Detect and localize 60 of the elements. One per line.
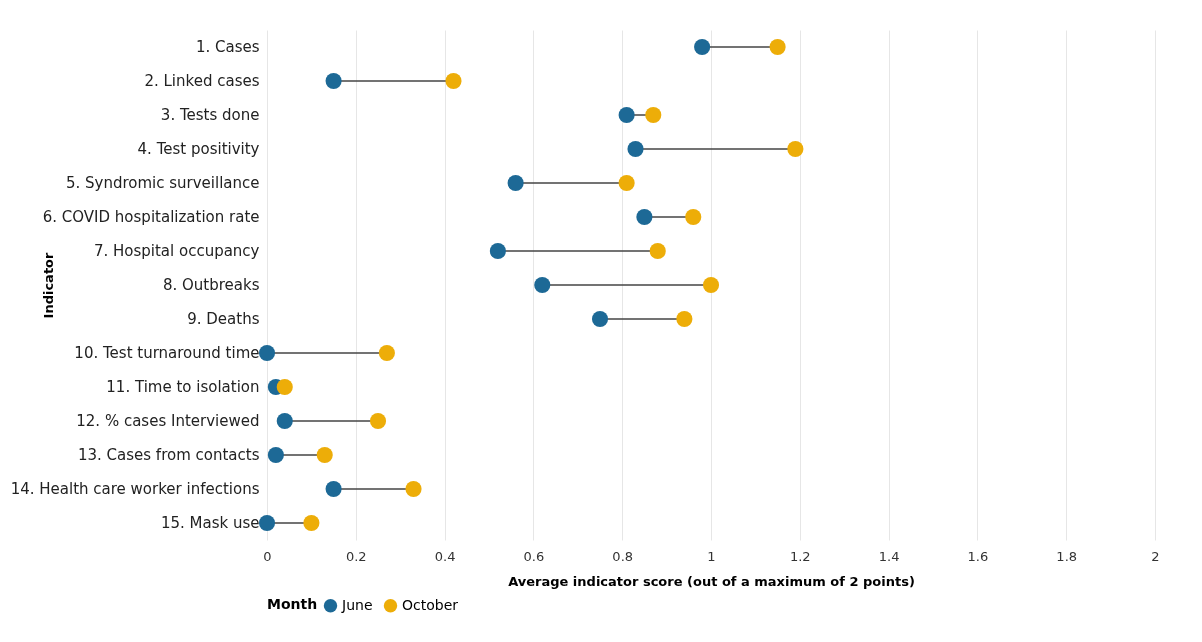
legend-label: June — [341, 596, 373, 613]
point — [694, 38, 711, 56]
point — [702, 276, 720, 294]
x-tick-label: 1.2 — [789, 548, 811, 564]
legend-title: Month — [267, 596, 318, 612]
point — [534, 276, 551, 294]
y-axis-title: Indicator — [40, 251, 56, 319]
y-tick-label: 5. Syndromic surveillance — [65, 174, 260, 192]
point — [787, 140, 804, 158]
point — [676, 310, 693, 328]
y-tick-label: 11. Time to isolation — [106, 378, 260, 396]
point — [769, 38, 786, 56]
y-tick-label: 1. Cases — [195, 38, 260, 56]
y-tick-label: 7. Hospital occupancy — [93, 242, 260, 260]
point — [685, 208, 702, 226]
x-tick-label: 2 — [1151, 548, 1160, 564]
point — [276, 412, 293, 430]
x-tick-label: 1.8 — [1056, 548, 1078, 564]
point — [325, 480, 342, 498]
x-tick-label: 0.2 — [345, 548, 367, 564]
y-tick-label: 15. Mask use — [160, 514, 260, 532]
y-tick-label: 4. Test positivity — [137, 140, 260, 158]
point — [316, 446, 333, 464]
y-tick-label: 10. Test turnaround time — [74, 344, 260, 362]
x-tick-label: 0.6 — [523, 548, 545, 564]
point — [369, 412, 387, 430]
x-tick-label: 0 — [263, 548, 272, 564]
x-tick-label: 1 — [707, 548, 716, 564]
x-axis-title: Average indicator score (out of a maximum of 2 points) — [508, 573, 915, 589]
y-tick-label: 8. Outbreaks — [162, 276, 260, 294]
y-tick-label: 14. Health care worker infections — [10, 480, 260, 498]
y-tick-label: 3. Tests done — [160, 106, 260, 124]
point — [276, 378, 293, 396]
point — [303, 514, 320, 532]
point — [618, 106, 635, 124]
x-tick-label: 0.8 — [612, 548, 634, 564]
point — [267, 446, 284, 464]
point — [258, 514, 276, 532]
point — [618, 174, 635, 192]
point — [405, 480, 422, 498]
point — [636, 208, 653, 226]
y-tick-label: 9. Deaths — [187, 310, 260, 328]
point — [258, 344, 276, 362]
point — [627, 140, 644, 158]
point — [507, 174, 524, 192]
x-tick-label: 1.4 — [878, 548, 900, 564]
legend-label: October — [402, 596, 459, 613]
x-tick-label: 0.4 — [434, 548, 456, 564]
point — [591, 310, 609, 328]
point — [325, 72, 342, 90]
y-tick-label: 2. Linked cases — [144, 72, 260, 90]
point — [378, 344, 395, 362]
y-tick-label: 13. Cases from contacts — [77, 446, 260, 464]
y-tick-label: 6. COVID hospitalization rate — [42, 208, 260, 226]
point — [649, 242, 666, 260]
point — [489, 242, 506, 260]
point — [645, 106, 662, 124]
y-tick-label: 12. % cases Interviewed — [76, 412, 260, 430]
x-tick-label: 1.6 — [967, 548, 989, 564]
point — [445, 72, 462, 90]
